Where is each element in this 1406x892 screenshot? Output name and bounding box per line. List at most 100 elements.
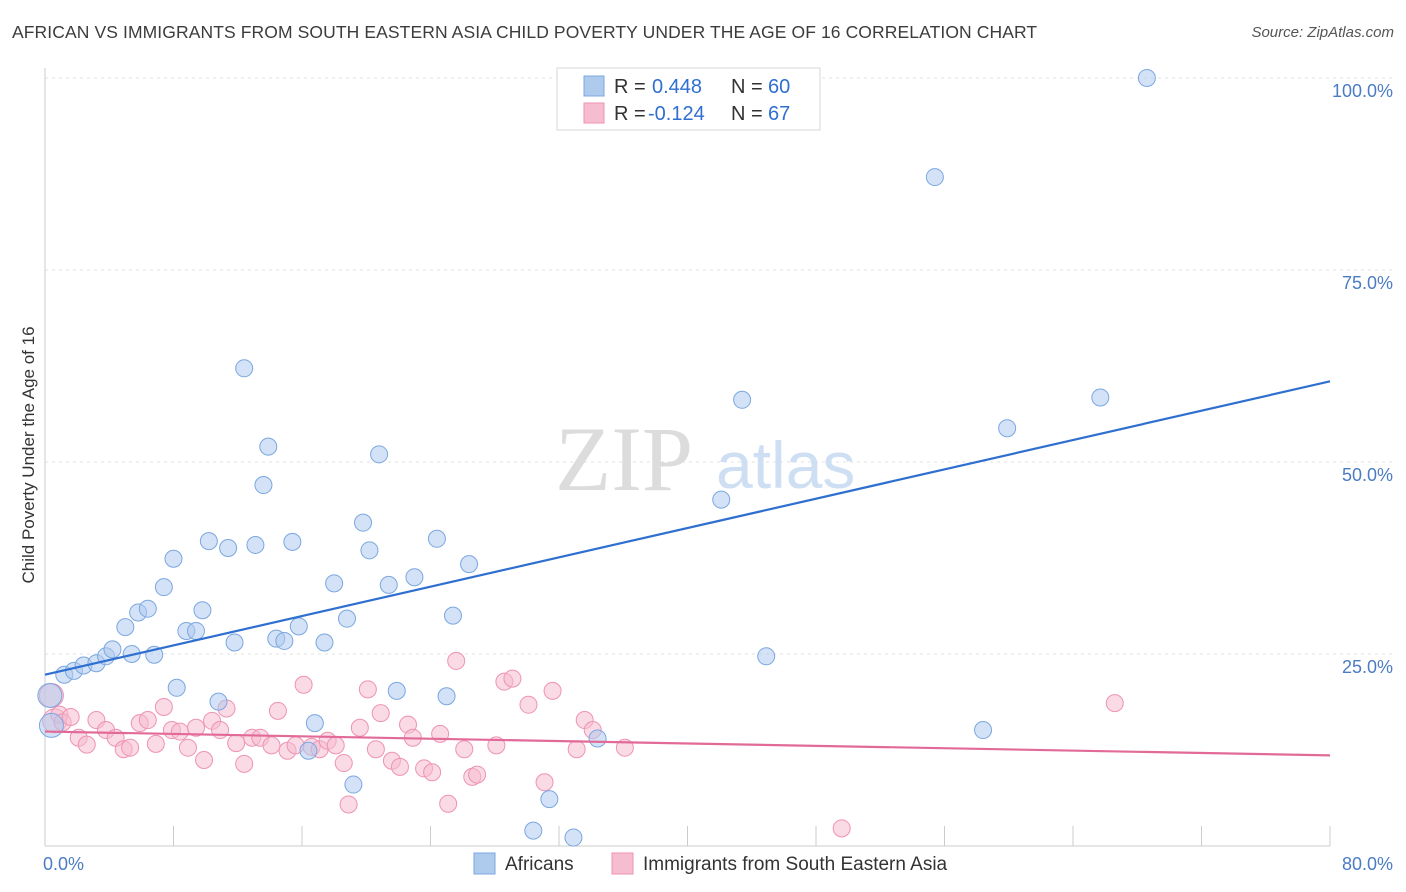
africans-point	[757, 647, 776, 666]
africans-point	[370, 445, 389, 464]
africans-point	[564, 828, 583, 847]
legend-n-label-immigrants: N =	[731, 103, 763, 125]
bottom-legend-immigrants: Immigrants from South Eastern Asia	[643, 854, 948, 875]
y-tick-label: 75.0%	[1342, 273, 1393, 293]
immigrants-point	[138, 711, 157, 730]
africans-point	[246, 535, 265, 554]
x-tick-label-min: 0.0%	[43, 854, 84, 874]
immigrants-point	[235, 754, 254, 773]
africans-point	[360, 541, 379, 560]
africans-trend-line	[44, 380, 1331, 676]
legend-swatch-africans	[583, 75, 605, 97]
legend-n-value-africans: 60	[768, 76, 790, 98]
africans-point	[405, 568, 424, 587]
africans-point	[138, 599, 157, 618]
immigrants-point	[227, 734, 246, 753]
immigrants-point	[186, 718, 205, 737]
africans-point	[925, 168, 944, 187]
africans-point	[998, 419, 1017, 438]
africans-point	[588, 729, 607, 748]
legend-r-label-africans: R =	[614, 76, 646, 98]
immigrants-point	[366, 740, 385, 759]
immigrants-point	[487, 736, 506, 755]
africans-point	[154, 578, 173, 597]
immigrants-point	[146, 734, 165, 753]
africans-point	[289, 617, 308, 636]
africans-point	[193, 601, 212, 620]
africans-point	[1137, 69, 1156, 87]
africans-point	[524, 821, 543, 840]
immigrants-trend-line	[44, 730, 1331, 757]
africans-point	[733, 390, 752, 409]
source-label: Source: ZipAtlas.com	[1251, 24, 1394, 41]
series-africans	[37, 69, 1156, 847]
immigrants-point	[567, 740, 586, 759]
africans-point	[344, 775, 363, 794]
africans-point	[259, 437, 278, 456]
legend-r-value-immigrants: -0.124	[648, 103, 705, 125]
immigrants-point	[535, 773, 554, 792]
africans-point	[354, 513, 373, 532]
africans-point	[387, 681, 406, 700]
africans-point	[167, 678, 186, 697]
africans-point	[164, 549, 183, 568]
trend-lines	[44, 380, 1331, 757]
immigrants-point	[77, 735, 96, 754]
africans-point	[116, 618, 135, 637]
bottom-legend-swatch-africans	[473, 852, 496, 875]
immigrants-point	[455, 740, 474, 759]
africans-point	[186, 621, 205, 640]
immigrants-point	[447, 651, 466, 670]
series-immigrants	[38, 651, 1124, 838]
tick-labels: 25.0% 50.0% 75.0% 100.0% 0.0% 80.0%	[43, 81, 1393, 874]
x-tick-label-max: 80.0%	[1342, 854, 1393, 874]
immigrants-point	[339, 795, 358, 814]
immigrants-point	[390, 757, 409, 776]
africans-point	[103, 640, 122, 659]
immigrants-point	[262, 736, 281, 755]
africans-point	[712, 490, 731, 509]
africans-point	[974, 721, 993, 740]
y-tick-label: 50.0%	[1342, 465, 1393, 485]
immigrants-point	[195, 750, 214, 769]
africans-point	[1091, 388, 1110, 407]
africans-point	[305, 714, 324, 733]
chart-title: AFRICAN VS IMMIGRANTS FROM SOUTH EASTERN…	[12, 22, 1038, 42]
immigrants-point	[61, 707, 80, 726]
africans-point	[225, 633, 244, 652]
africans-point	[540, 790, 559, 809]
legend-swatch-immigrants	[583, 102, 605, 124]
legend-r-label-immigrants: R =	[614, 103, 646, 125]
immigrants-point	[170, 722, 189, 741]
immigrants-point	[294, 675, 313, 694]
bottom-legend: Africans Immigrants from South Eastern A…	[473, 852, 948, 875]
immigrants-point	[439, 794, 458, 813]
africans-point	[443, 606, 462, 625]
legend: R = 0.448 N = 60 R = -0.124 N = 67	[556, 67, 821, 131]
africans-point	[37, 682, 63, 708]
immigrants-point	[519, 695, 538, 714]
immigrants-point	[543, 681, 562, 700]
africans-point	[325, 574, 344, 593]
immigrants-point	[350, 718, 369, 737]
watermark-zip: ZIP	[555, 408, 693, 510]
immigrants-point	[832, 819, 851, 838]
africans-point	[315, 633, 334, 652]
immigrants-point	[468, 765, 487, 784]
immigrants-point	[503, 669, 522, 688]
legend-r-value-africans: 0.448	[652, 76, 702, 98]
y-tick-label: 100.0%	[1332, 81, 1393, 101]
immigrants-point	[326, 736, 345, 755]
immigrants-point	[178, 738, 197, 757]
immigrants-point	[334, 754, 353, 773]
bottom-legend-swatch-immigrants	[611, 852, 634, 875]
watermark-atlas: atlas	[716, 428, 855, 502]
immigrants-point	[371, 704, 390, 723]
africans-point	[437, 687, 456, 706]
immigrants-point	[358, 680, 377, 699]
immigrants-point	[154, 697, 173, 716]
bottom-legend-africans: Africans	[505, 854, 574, 875]
africans-point	[299, 741, 318, 760]
y-tick-label: 25.0%	[1342, 657, 1393, 677]
